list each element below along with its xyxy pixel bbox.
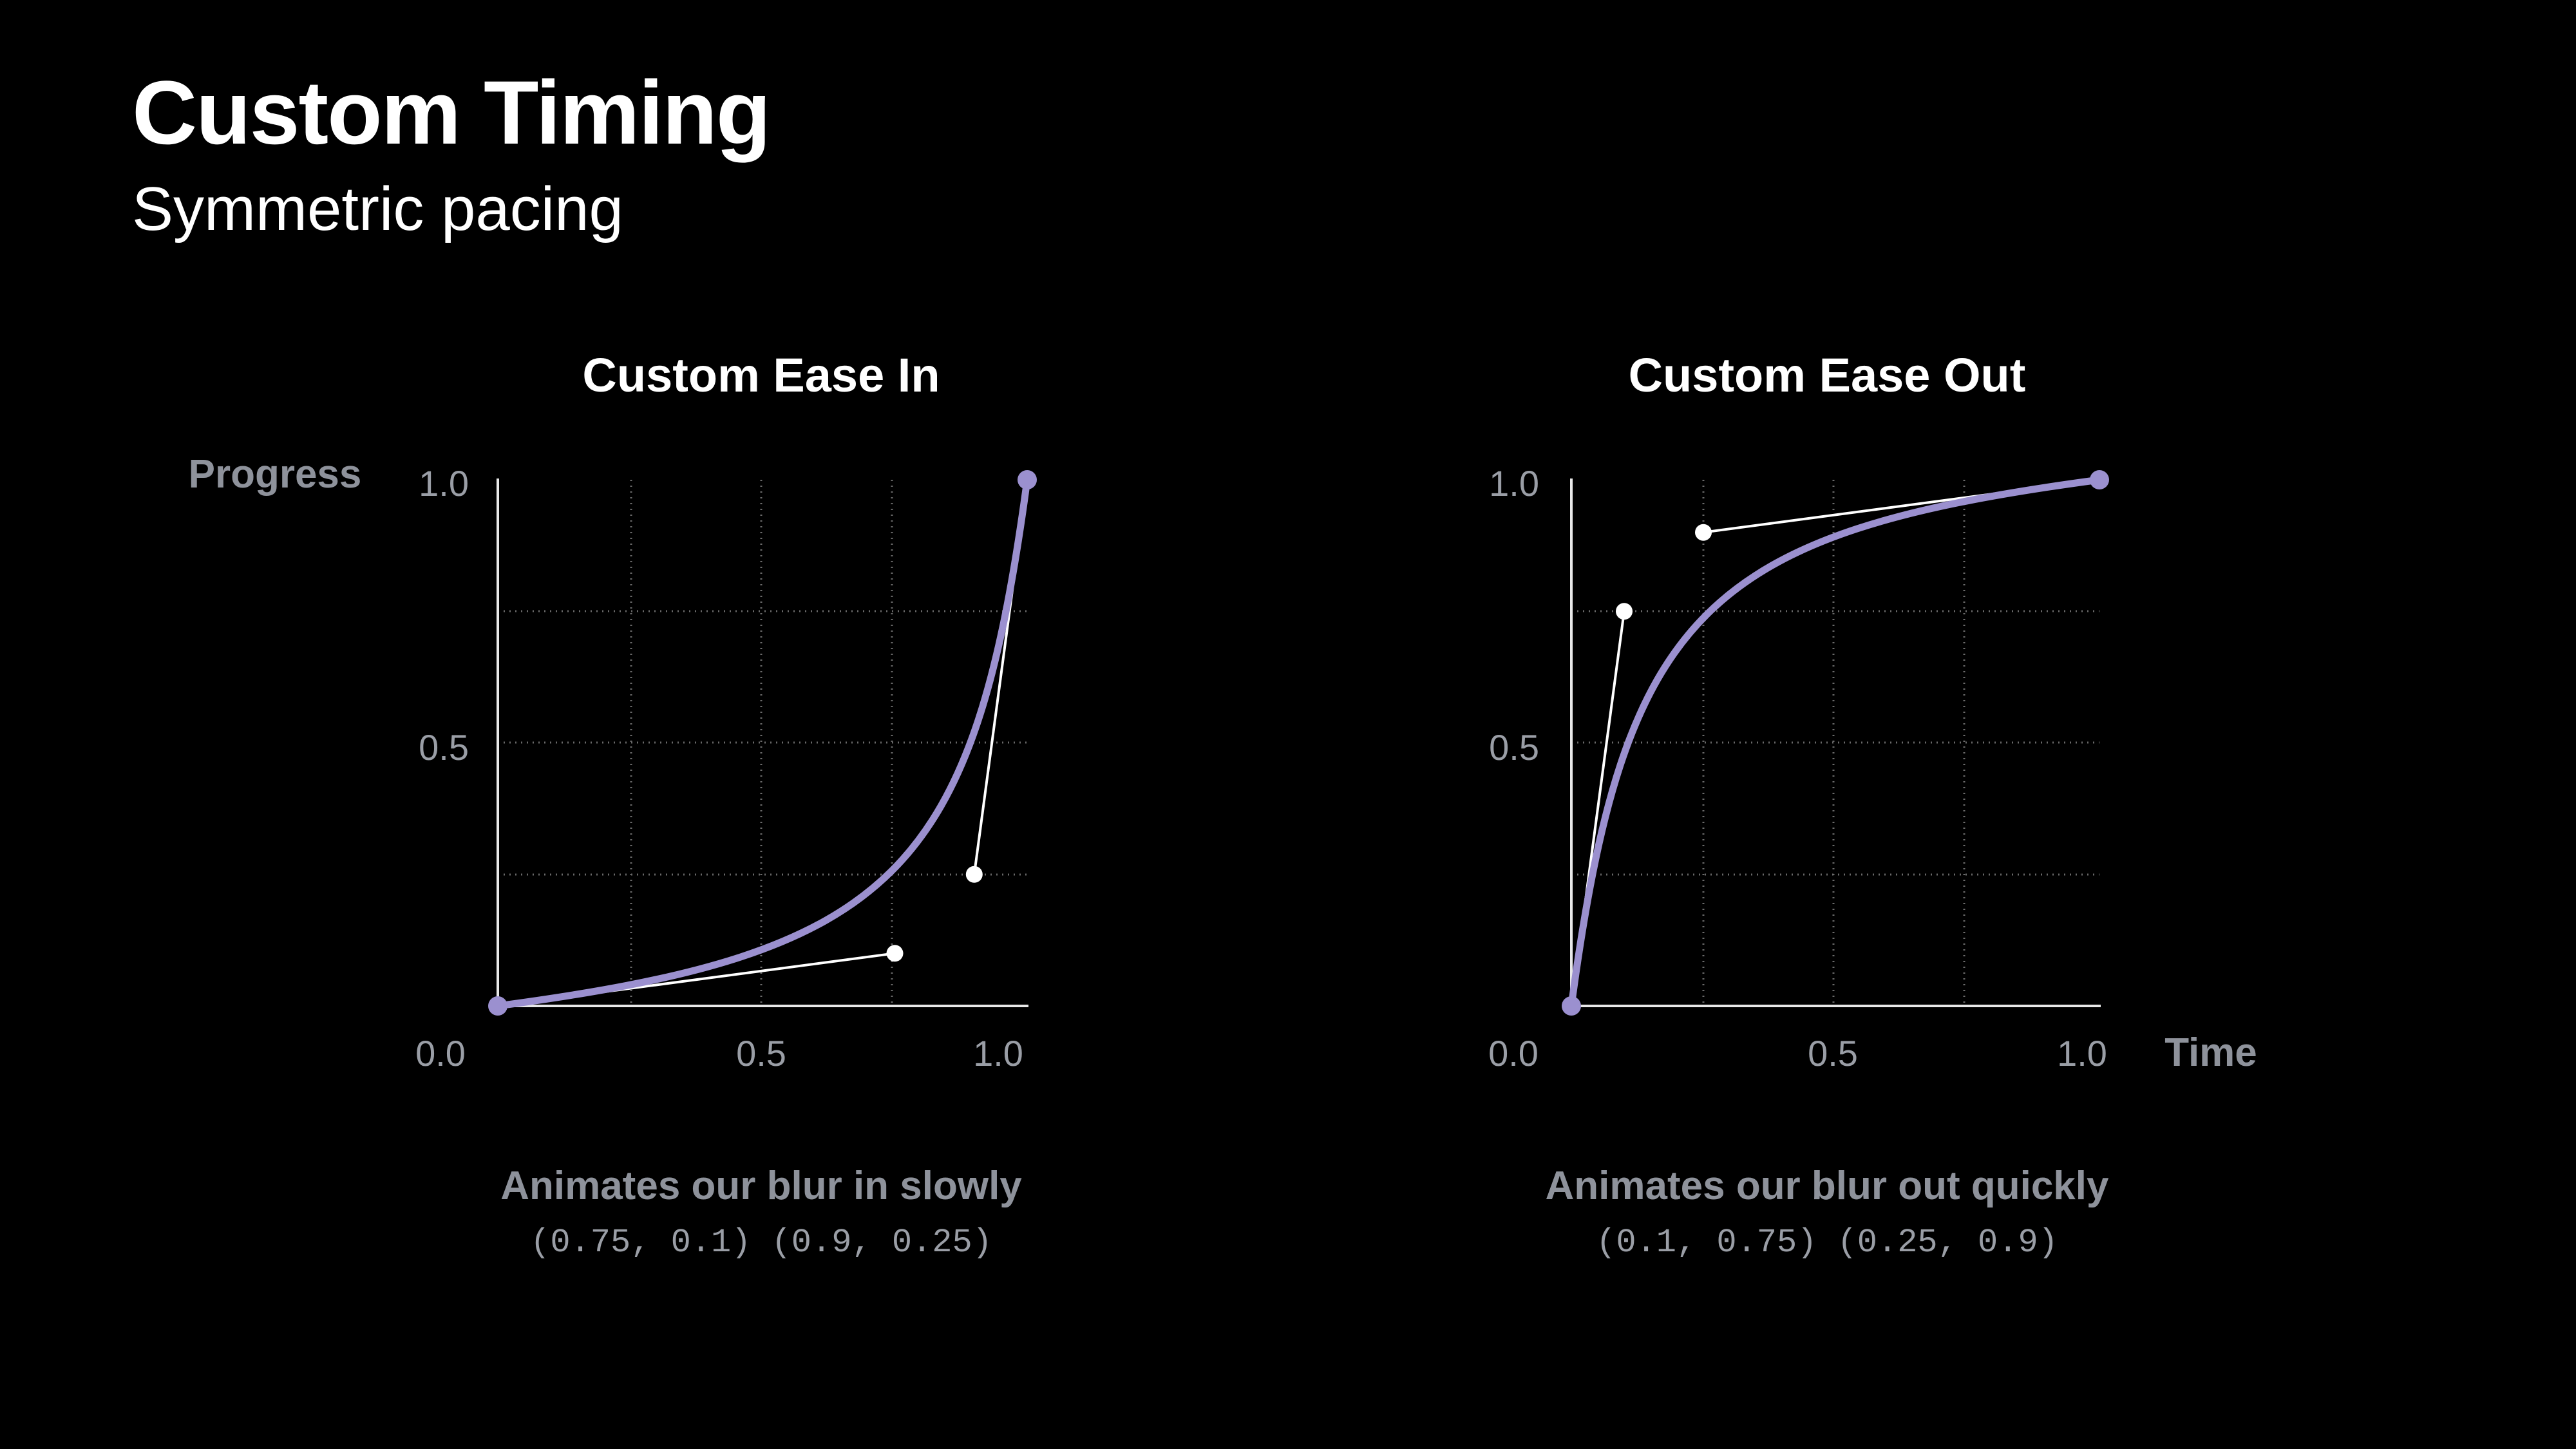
ease-out-y-tick: 0.5 xyxy=(1489,727,1539,768)
ease-out-chart: Custom Ease Out 1.0 0.5 0.0 0.5 1.0 Time… xyxy=(1488,348,2257,1262)
ease-in-x-tick: 1.0 xyxy=(973,1033,1023,1074)
slide-title: Custom Timing xyxy=(132,62,771,163)
ease-out-y-tick: 1.0 xyxy=(1489,463,1539,504)
ease-out-caption: Animates our blur out quickly xyxy=(1546,1164,2110,1208)
ease-in-chart: Custom Ease In Progress 1.0 0.5 0.0 0.5 … xyxy=(189,348,1037,1262)
ease-out-x-tick: 0.5 xyxy=(1808,1033,1858,1074)
ease-out-start-point xyxy=(1562,996,1581,1016)
ease-in-end-point xyxy=(1018,470,1037,489)
ease-out-chart-title: Custom Ease Out xyxy=(1629,348,2026,402)
time-axis-label: Time xyxy=(2164,1030,2257,1075)
ease-in-chart-title: Custom Ease In xyxy=(582,348,940,402)
ease-out-control-point-1[interactable] xyxy=(1616,603,1633,620)
ease-in-control-points-text: (0.75, 0.1) (0.9, 0.25) xyxy=(530,1224,992,1262)
ease-in-control-point-1[interactable] xyxy=(886,945,904,962)
ease-in-y-tick: 1.0 xyxy=(419,463,469,504)
ease-out-end-point xyxy=(2090,470,2109,489)
ease-in-y-tick: 0.5 xyxy=(419,727,469,768)
ease-in-x-tick: 0.5 xyxy=(736,1033,786,1074)
ease-out-x-tick: 0.0 xyxy=(1488,1033,1539,1074)
ease-in-caption: Animates our blur in slowly xyxy=(500,1164,1022,1208)
ease-in-start-point xyxy=(488,996,507,1016)
ease-out-control-point-2[interactable] xyxy=(1695,524,1712,541)
ease-out-grid xyxy=(1571,480,2099,1006)
ease-in-curve xyxy=(494,476,1031,1010)
ease-in-x-tick: 0.0 xyxy=(415,1033,466,1074)
ease-in-control-point-2[interactable] xyxy=(965,866,983,883)
ease-out-control-points-text: (0.1, 0.75) (0.25, 0.9) xyxy=(1596,1224,2058,1262)
ease-out-curve xyxy=(1567,476,2103,1010)
slide-subtitle: Symmetric pacing xyxy=(132,175,623,243)
progress-axis-label: Progress xyxy=(189,452,362,497)
ease-in-grid xyxy=(498,480,1027,1006)
ease-out-x-tick: 1.0 xyxy=(2057,1033,2107,1074)
